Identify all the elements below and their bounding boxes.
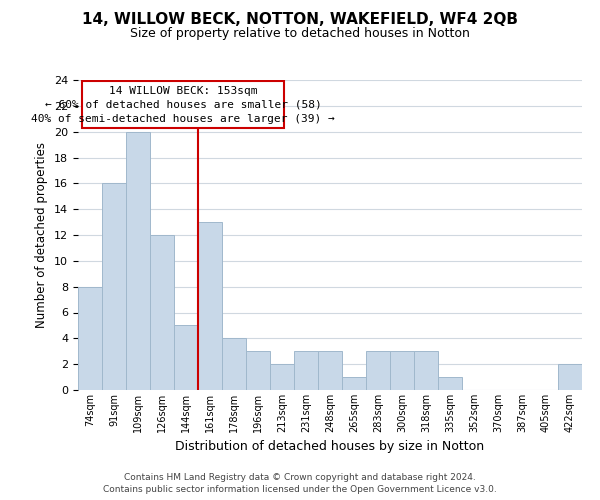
Bar (78, 286, 102, 390)
Bar (438, 377, 462, 390)
Bar (318, 351, 342, 390)
Bar (342, 377, 366, 390)
Bar (366, 351, 390, 390)
FancyBboxPatch shape (82, 82, 284, 128)
Bar (126, 132, 150, 390)
Bar (558, 364, 582, 390)
Bar (222, 338, 246, 390)
Text: Size of property relative to detached houses in Notton: Size of property relative to detached ho… (130, 28, 470, 40)
Bar (270, 364, 294, 390)
Bar (390, 351, 414, 390)
Bar (414, 351, 438, 390)
Text: 14 WILLOW BECK: 153sqm: 14 WILLOW BECK: 153sqm (109, 86, 257, 96)
Y-axis label: Number of detached properties: Number of detached properties (35, 142, 49, 328)
Bar (102, 184, 126, 390)
Bar (246, 351, 270, 390)
Bar (150, 235, 174, 390)
Text: Contains HM Land Registry data © Crown copyright and database right 2024.: Contains HM Land Registry data © Crown c… (124, 472, 476, 482)
Text: ← 60% of detached houses are smaller (58): ← 60% of detached houses are smaller (58… (44, 100, 322, 110)
Text: Contains public sector information licensed under the Open Government Licence v3: Contains public sector information licen… (103, 485, 497, 494)
Text: 40% of semi-detached houses are larger (39) →: 40% of semi-detached houses are larger (… (31, 114, 335, 124)
X-axis label: Distribution of detached houses by size in Notton: Distribution of detached houses by size … (175, 440, 485, 454)
Text: 14, WILLOW BECK, NOTTON, WAKEFIELD, WF4 2QB: 14, WILLOW BECK, NOTTON, WAKEFIELD, WF4 … (82, 12, 518, 28)
Bar (294, 351, 318, 390)
Bar (198, 222, 222, 390)
Bar (174, 326, 198, 390)
